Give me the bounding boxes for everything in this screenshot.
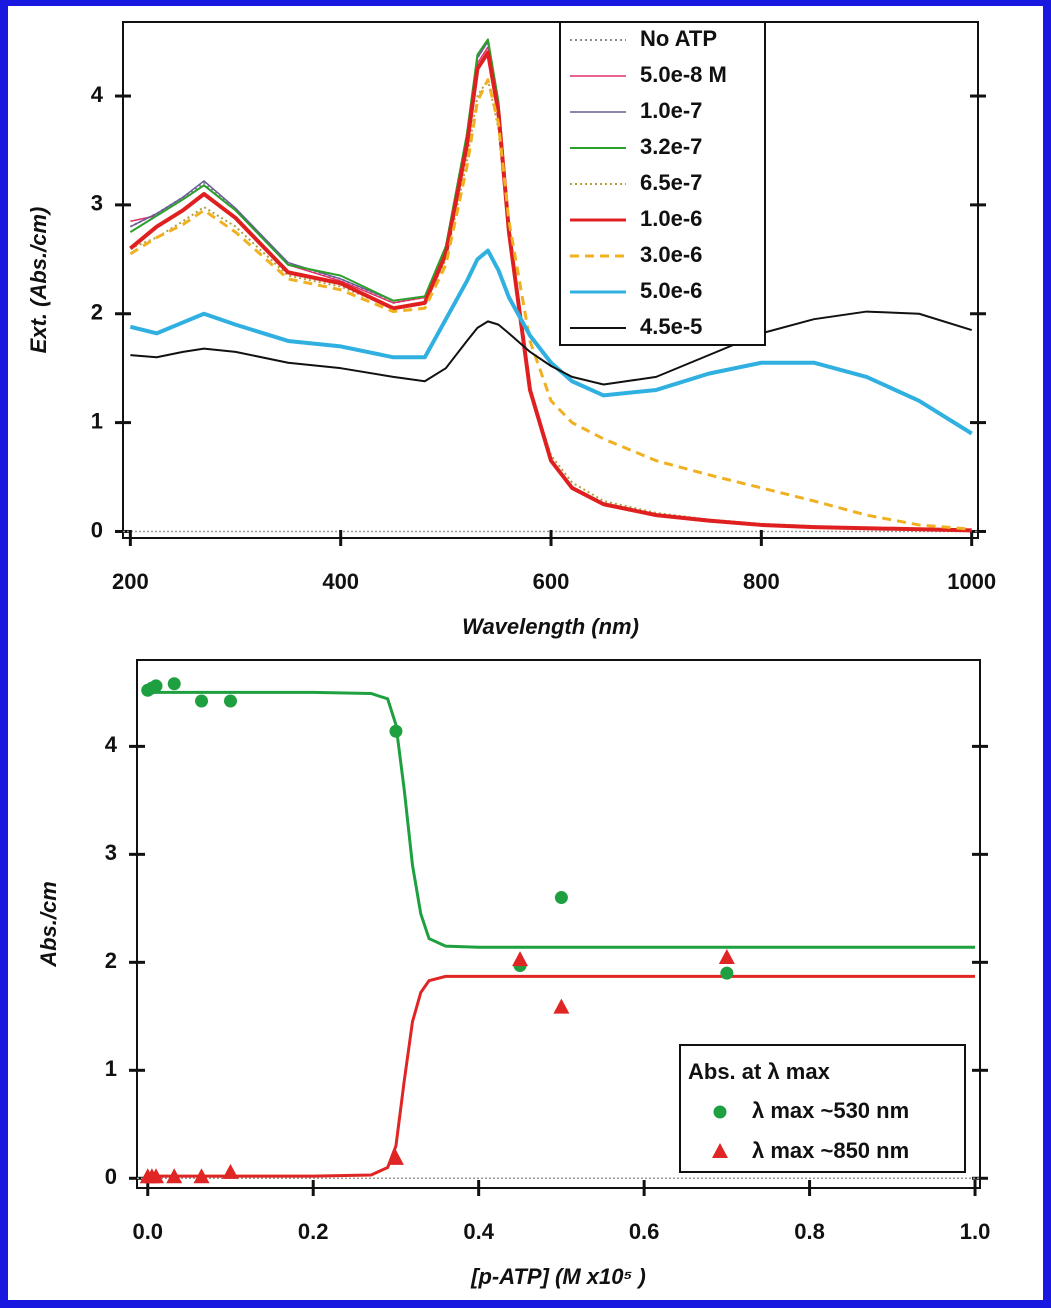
spectrum-line bbox=[129, 78, 972, 531]
data-point bbox=[720, 966, 734, 980]
x-axis-label: [p-ATP] (M x10⁵ ) bbox=[470, 1264, 646, 1289]
y-axis-label: Ext. (Abs./cm) bbox=[26, 207, 51, 354]
x-tick-label: 0.4 bbox=[463, 1219, 494, 1244]
legend-box bbox=[679, 1044, 966, 1173]
y-axis-label: Abs./cm bbox=[36, 881, 61, 968]
data-point bbox=[222, 1163, 239, 1179]
legend-label: λ max ~850 nm bbox=[752, 1138, 909, 1163]
data-point bbox=[389, 724, 403, 738]
legend-label: 5.0e-6 bbox=[640, 278, 702, 303]
x-tick-label: 200 bbox=[112, 569, 149, 594]
y-tick-label: 0 bbox=[105, 1164, 117, 1189]
legend-label: 3.2e-7 bbox=[640, 134, 702, 159]
data-point bbox=[167, 677, 181, 691]
y-tick-label: 0 bbox=[91, 517, 103, 542]
x-tick-label: 1.0 bbox=[960, 1219, 991, 1244]
legend-label: λ max ~530 nm bbox=[752, 1098, 909, 1123]
legend-label: 5.0e-8 M bbox=[640, 62, 727, 87]
spectrum-line bbox=[130, 310, 972, 386]
y-tick-label: 2 bbox=[105, 948, 117, 973]
spectrum-line bbox=[129, 248, 973, 436]
legend-label: 4.5e-5 bbox=[640, 314, 702, 339]
data-point bbox=[148, 1168, 165, 1184]
x-axis-label: Wavelength (nm) bbox=[462, 614, 639, 639]
x-tick-label: 1000 bbox=[947, 569, 996, 594]
data-point bbox=[223, 694, 237, 708]
legend-label: No ATP bbox=[640, 26, 717, 51]
y-tick-label: 4 bbox=[105, 732, 118, 757]
y-tick-label: 1 bbox=[105, 1056, 117, 1081]
data-point bbox=[553, 998, 570, 1014]
fit-line bbox=[147, 974, 976, 1178]
data-point bbox=[195, 694, 209, 708]
data-point bbox=[387, 1149, 404, 1165]
legend-marker bbox=[713, 1105, 727, 1119]
y-tick-label: 4 bbox=[91, 82, 104, 107]
legend-label: 3.0e-6 bbox=[640, 242, 702, 267]
data-point bbox=[166, 1168, 183, 1184]
x-tick-label: 600 bbox=[533, 569, 570, 594]
data-point bbox=[554, 891, 568, 905]
data-point bbox=[149, 679, 163, 693]
x-tick-label: 0.2 bbox=[298, 1219, 329, 1244]
spectrum-line bbox=[129, 50, 972, 533]
x-tick-label: 800 bbox=[743, 569, 780, 594]
data-point bbox=[193, 1168, 210, 1184]
legend-title: Abs. at λ max bbox=[688, 1059, 831, 1084]
legend-label: 1.0e-7 bbox=[640, 98, 702, 123]
legend-label: 1.0e-6 bbox=[640, 206, 702, 231]
x-tick-label: 0.0 bbox=[132, 1219, 163, 1244]
plot-frame bbox=[136, 659, 981, 1189]
y-tick-label: 1 bbox=[91, 408, 103, 433]
y-tick-label: 3 bbox=[91, 191, 103, 216]
data-point bbox=[718, 949, 735, 965]
data-point bbox=[512, 951, 529, 967]
legend-marker bbox=[712, 1143, 728, 1158]
x-tick-label: 0.8 bbox=[794, 1219, 825, 1244]
x-tick-label: 0.6 bbox=[629, 1219, 660, 1244]
y-tick-label: 3 bbox=[105, 840, 117, 865]
y-tick-label: 2 bbox=[91, 300, 103, 325]
x-tick-label: 400 bbox=[322, 569, 359, 594]
legend-label: 6.5e-7 bbox=[640, 170, 702, 195]
fit-line bbox=[147, 690, 976, 949]
